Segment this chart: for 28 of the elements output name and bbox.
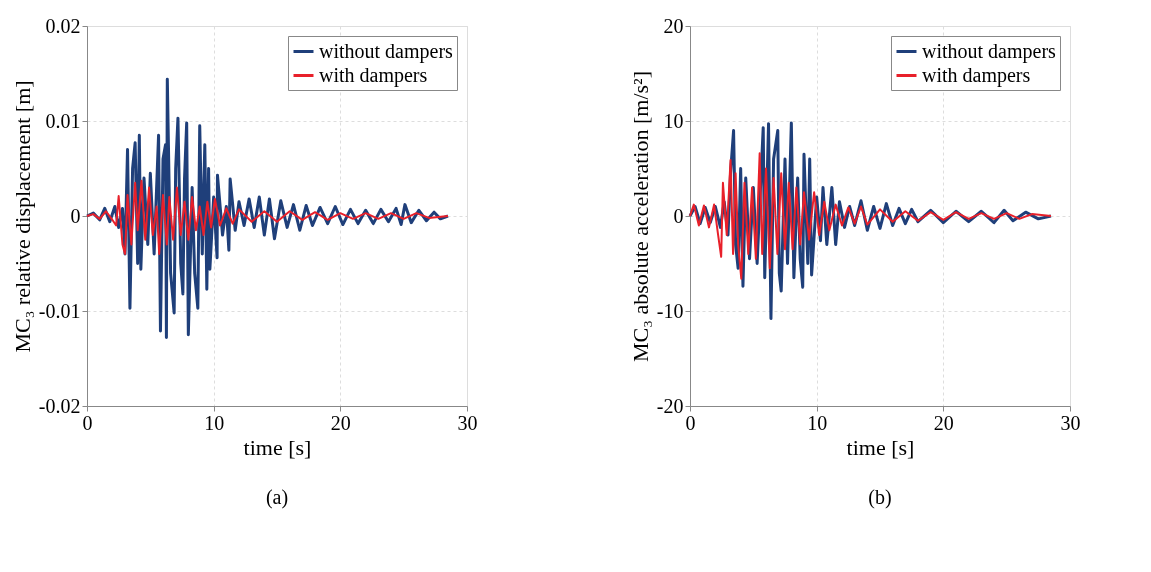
y-tick-label: -0.02 [38, 394, 81, 417]
y-tick-label: 0 [70, 204, 81, 227]
y-tick-label: 10 [663, 109, 684, 132]
x-axis-title: time [s] [846, 434, 915, 460]
x-tick-label: 20 [933, 411, 954, 434]
legend-label: without dampers [922, 39, 1057, 63]
legend-label: without dampers [319, 39, 454, 63]
x-axis-title: time [s] [243, 434, 312, 460]
y-tick-label: -20 [656, 394, 684, 417]
y-tick-label: 0.01 [45, 109, 81, 132]
y-tick-label: 0.02 [45, 14, 81, 37]
line-series [86, 179, 449, 255]
y-tick-label: -10 [656, 299, 684, 322]
y-tick-label: -0.01 [38, 299, 81, 322]
x-tick-label: 10 [204, 411, 225, 434]
text: (b) [868, 486, 892, 509]
y-axis-title: MC₃ relative displacement [m] [9, 80, 35, 353]
y-axis-title: MC₃ absolute acceleration [m/s²] [627, 70, 653, 363]
x-tick-label: 10 [807, 411, 828, 434]
legend-label: with dampers [319, 63, 428, 87]
x-tick-label: 20 [330, 411, 351, 434]
x-tick-label: 30 [457, 411, 478, 434]
line-series [689, 152, 1052, 280]
text: (a) [265, 486, 289, 509]
x-tick-label: 30 [1060, 411, 1081, 434]
y-tick-label: 0 [673, 204, 684, 227]
legend-label: with dampers [922, 63, 1031, 87]
y-tick-label: 20 [663, 14, 684, 37]
